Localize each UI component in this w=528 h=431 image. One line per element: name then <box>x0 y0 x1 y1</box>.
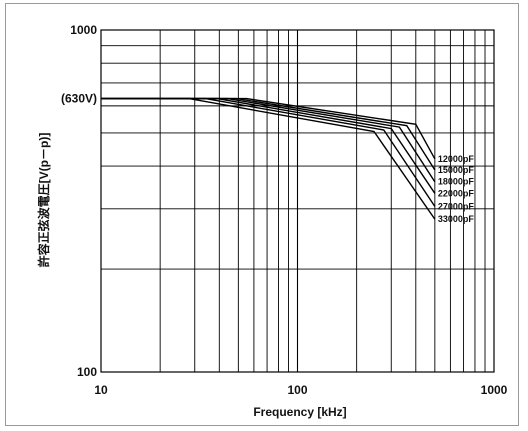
series-label-15000pF: 15000pF <box>438 165 475 175</box>
x-tick-label: 10 <box>94 383 108 397</box>
tick-labels: 10 100 1000 1000 (630V) 100 <box>61 23 508 397</box>
y-axis-title: 許容正弦波電圧[V(p－p)] <box>36 133 51 268</box>
series-label-33000pF: 33000pF <box>438 214 475 224</box>
y-tick-label: (630V) <box>61 92 97 106</box>
y-tick-label: 1000 <box>70 23 97 37</box>
series-layer <box>101 97 436 220</box>
series-line-18000pF <box>101 97 436 183</box>
x-tick-label: 100 <box>287 383 307 397</box>
grid <box>101 30 494 372</box>
series-line-33000pF <box>101 97 436 220</box>
x-tick-label: 1000 <box>481 383 508 397</box>
series-label-18000pF: 18000pF <box>438 177 475 187</box>
series-line-27000pF <box>101 97 436 207</box>
series-label-12000pF: 12000pF <box>438 154 475 164</box>
x-axis-title: Frequency [kHz] <box>253 405 346 419</box>
series-label-27000pF: 27000pF <box>438 201 475 211</box>
y-tick-label: 100 <box>77 365 97 379</box>
plot-border <box>100 29 495 373</box>
chart-frame <box>5 3 519 426</box>
series-label-22000pF: 22000pF <box>438 188 475 198</box>
